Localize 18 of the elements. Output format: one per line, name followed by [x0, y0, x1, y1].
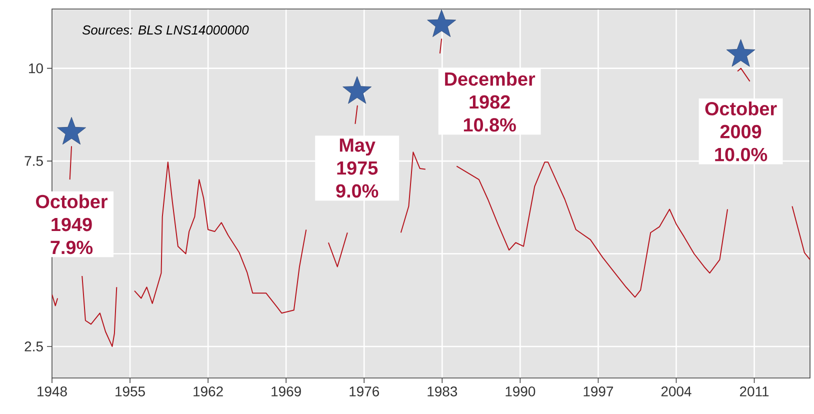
x-tick-label: 2011 — [740, 386, 769, 396]
x-tick-label: 1976 — [350, 386, 380, 396]
annotation: Sources: BLS LNS14000000 — [82, 25, 249, 35]
x-tick-label: 1983 — [428, 386, 458, 396]
x-tick-label: 1962 — [194, 386, 223, 396]
annotation: May 1975 9.0% — [336, 138, 378, 198]
x-tick-label: 1969 — [272, 386, 301, 396]
x-tick-label: 1948 — [38, 386, 67, 396]
annotation: October 1949 7.9% — [36, 194, 108, 254]
y-tick-label: 7.5 — [24, 156, 43, 166]
x-tick-label: 1997 — [584, 386, 614, 396]
y-tick-label: 10 — [29, 63, 43, 74]
annotation: October 2009 10.0% — [705, 102, 777, 162]
x-tick-label: 1990 — [506, 386, 536, 396]
y-tick-label: 2.5 — [24, 342, 43, 352]
x-tick-label: 2004 — [661, 386, 692, 396]
annotation: December 1982 10.8% — [445, 72, 536, 132]
x-tick-label: 1955 — [116, 386, 145, 396]
